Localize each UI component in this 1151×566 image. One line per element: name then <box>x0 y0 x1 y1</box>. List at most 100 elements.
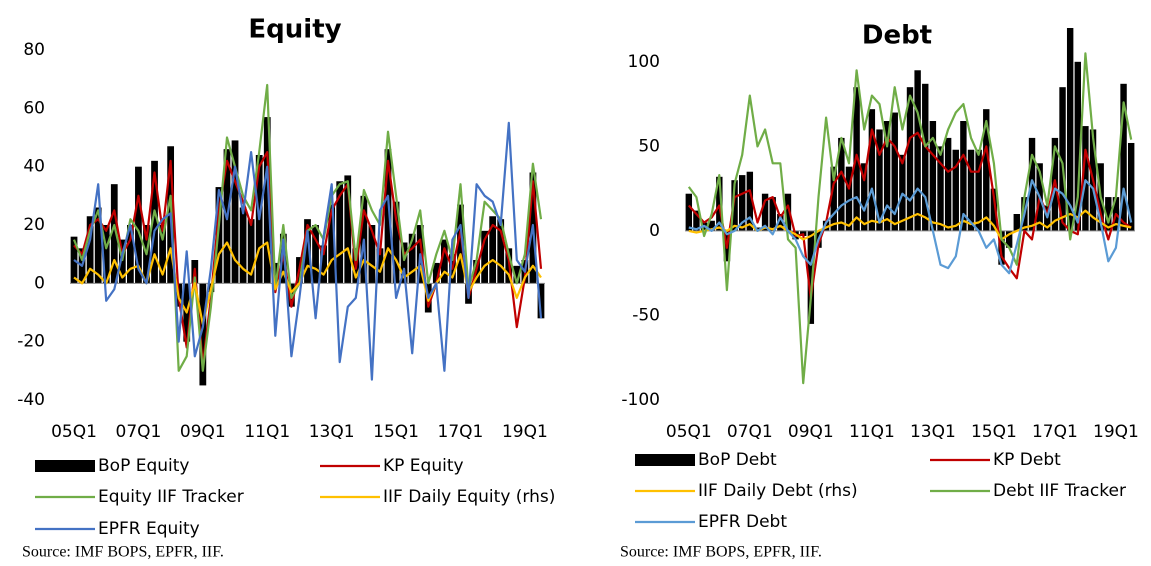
bar <box>922 83 929 231</box>
bar <box>784 193 792 231</box>
y-tick-label: 60 <box>23 98 45 118</box>
line <box>688 179 1133 275</box>
bar <box>1059 87 1066 231</box>
bar <box>777 214 784 231</box>
bar <box>344 175 352 284</box>
legend-label: IIF Daily Equity (rhs) <box>383 487 555 507</box>
legend-label: KP Equity <box>383 456 464 476</box>
source-note: Source: IMF BOPS, EPFR, IIF. <box>620 544 822 561</box>
y-tick-label: 80 <box>23 40 45 60</box>
bar <box>328 204 336 284</box>
bar <box>952 149 959 231</box>
bar <box>861 163 868 231</box>
line <box>73 241 542 326</box>
bar <box>457 204 464 284</box>
bar <box>86 216 94 284</box>
bar <box>1074 61 1081 231</box>
x-tick-label: 09Q1 <box>180 422 226 442</box>
y-tick-label: -20 <box>17 332 45 352</box>
legend-label: BoP Equity <box>98 456 189 476</box>
bar <box>392 201 400 284</box>
legend-label: IIF Daily Debt (rhs) <box>698 481 858 501</box>
bar <box>263 117 271 284</box>
y-tick-label: 20 <box>23 215 45 235</box>
legend-label: Debt IIF Tracker <box>993 481 1126 501</box>
bar <box>440 239 448 284</box>
bar <box>746 171 754 231</box>
bar <box>489 216 497 284</box>
y-tick-label: -50 <box>632 305 660 325</box>
bar <box>906 87 914 231</box>
bar <box>693 210 700 231</box>
bar <box>408 233 416 284</box>
x-tick-label: 11Q1 <box>849 422 895 442</box>
bar <box>761 193 769 231</box>
y-tick-label: -40 <box>17 390 45 410</box>
bar <box>716 176 723 231</box>
bar <box>967 149 975 231</box>
line <box>687 128 1132 300</box>
y-tick-label: 100 <box>628 52 660 72</box>
legend-swatch <box>635 454 695 466</box>
bar <box>400 242 408 284</box>
bar <box>384 149 392 284</box>
bar <box>739 175 746 231</box>
x-tick-label: 19Q1 <box>502 422 548 442</box>
bar <box>937 146 944 231</box>
bar <box>914 70 921 231</box>
bar <box>118 239 126 284</box>
bar <box>231 140 239 284</box>
y-tick-label: 0 <box>649 221 660 241</box>
bar <box>960 121 967 231</box>
bar <box>94 207 102 284</box>
bar <box>830 166 837 231</box>
bar <box>868 109 876 231</box>
bar <box>320 245 327 284</box>
y-tick-label: 0 <box>34 273 45 293</box>
x-tick-label: 15Q1 <box>373 422 419 442</box>
bar <box>304 219 311 284</box>
x-tick-label: 07Q1 <box>727 422 773 442</box>
bar <box>1120 83 1127 231</box>
bar <box>102 225 110 284</box>
bar <box>975 149 982 231</box>
legend-label: BoP Debt <box>698 450 777 470</box>
bar <box>944 137 952 231</box>
legend-label: Equity IIF Tracker <box>98 487 244 507</box>
bar <box>199 283 207 386</box>
bar <box>239 207 247 284</box>
x-tick-label: 19Q1 <box>1093 422 1139 442</box>
bar <box>838 137 845 231</box>
bar <box>891 112 898 231</box>
bar <box>1066 28 1074 231</box>
bar <box>1082 126 1089 231</box>
source-note: Source: IMF BOPS, EPFR, IIF. <box>22 544 224 561</box>
bar <box>135 166 142 284</box>
x-tick-label: 15Q1 <box>971 422 1017 442</box>
bar <box>1105 197 1112 231</box>
bar <box>432 262 440 284</box>
chart-title: Equity <box>248 15 341 45</box>
x-tick-label: 17Q1 <box>1032 422 1078 442</box>
legend-label: EPFR Debt <box>698 512 787 532</box>
y-tick-label: -100 <box>621 390 660 410</box>
bar <box>1013 214 1020 231</box>
y-tick-label: 50 <box>638 136 660 156</box>
bar <box>127 225 134 284</box>
bar <box>731 180 738 231</box>
x-tick-label: 17Q1 <box>438 422 484 442</box>
bar <box>151 160 158 284</box>
line <box>73 121 543 381</box>
bar <box>685 193 693 231</box>
legend-label: EPFR Equity <box>98 519 200 539</box>
bar <box>497 219 505 284</box>
bar <box>247 219 255 284</box>
bar <box>110 184 118 284</box>
x-tick-label: 13Q1 <box>309 422 355 442</box>
bar <box>481 230 488 284</box>
bar <box>312 225 319 284</box>
x-tick-label: 09Q1 <box>788 422 834 442</box>
bar <box>807 230 815 324</box>
